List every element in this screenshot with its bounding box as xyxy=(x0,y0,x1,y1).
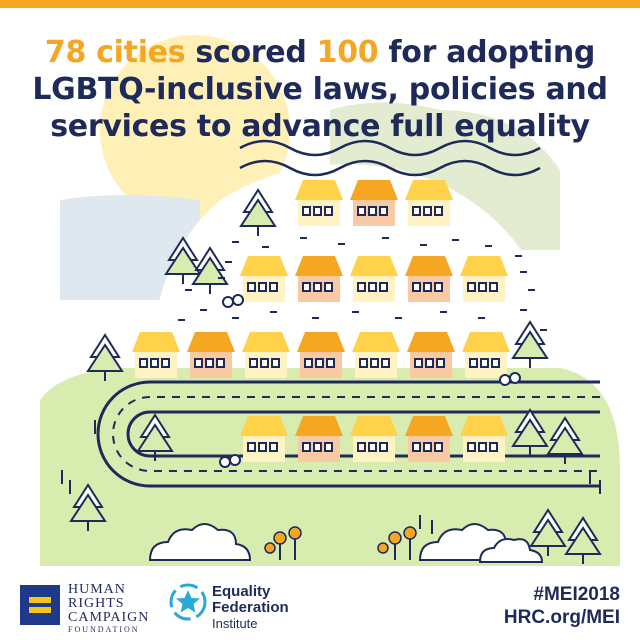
hrc-wordmark[interactable]: HUMAN RIGHTS CAMPAIGN FOUNDATION xyxy=(68,583,149,635)
house xyxy=(460,256,508,302)
hrc-line-1: HUMAN xyxy=(68,582,126,597)
efi-star-icon xyxy=(169,583,207,621)
efi-line-3: Institute xyxy=(212,616,258,631)
headline-part-2: for adopting xyxy=(378,35,596,70)
house xyxy=(350,180,398,226)
house xyxy=(295,180,343,226)
cloud-right-2 xyxy=(478,538,544,563)
headline-line-1: 78 cities scored 100 for adopting xyxy=(0,34,640,71)
house xyxy=(405,180,453,226)
tree xyxy=(239,188,277,236)
tree xyxy=(511,408,549,456)
equal-bar-bottom xyxy=(29,607,51,613)
equal-bar-top xyxy=(29,597,51,603)
tree xyxy=(564,516,602,564)
house xyxy=(295,416,343,462)
hrc-line-3: CAMPAIGN xyxy=(68,610,150,625)
headline-line-3: services to advance full equality xyxy=(50,109,590,144)
road-inner xyxy=(126,410,600,458)
ground-shape xyxy=(40,368,620,570)
house xyxy=(407,332,455,378)
headline-count: 78 cities xyxy=(44,35,186,70)
hashtag-link[interactable]: #MEI2018 xyxy=(533,584,620,605)
road xyxy=(96,380,600,488)
hrc-equal-sign-logo[interactable] xyxy=(20,585,60,625)
trees-group xyxy=(69,188,602,564)
tree xyxy=(86,333,124,381)
hrc-line-2: RIGHTS xyxy=(68,596,125,611)
house xyxy=(132,332,180,378)
headline-part-1: scored xyxy=(185,35,317,70)
wave-line-1 xyxy=(239,139,541,157)
house xyxy=(187,332,235,378)
sun-shape xyxy=(100,35,290,225)
house xyxy=(350,256,398,302)
house xyxy=(242,332,290,378)
efi-wordmark[interactable]: Equality Federation Institute xyxy=(212,584,289,632)
cloud-left xyxy=(148,523,252,561)
headline: 78 cities scored 100 for adopting LGBTQ-… xyxy=(0,34,640,145)
efi-line-2: Federation xyxy=(212,599,289,616)
tree xyxy=(136,413,174,461)
flowers-right xyxy=(377,526,417,560)
house xyxy=(405,256,453,302)
tree xyxy=(511,320,549,368)
wave-line-2 xyxy=(239,159,541,177)
top-accent-bar xyxy=(0,0,640,8)
headline-score: 100 xyxy=(316,35,379,70)
field-dashes-group xyxy=(61,237,601,534)
tree xyxy=(164,236,202,284)
tree xyxy=(529,508,567,556)
hrc-line-4: FOUNDATION xyxy=(68,625,140,634)
house xyxy=(240,416,288,462)
house xyxy=(350,416,398,462)
site-link[interactable]: HRC.org/MEI xyxy=(503,607,620,628)
houses-group xyxy=(132,180,510,462)
house xyxy=(297,332,345,378)
tree xyxy=(546,416,584,464)
house xyxy=(462,332,510,378)
footer xyxy=(0,566,640,640)
efi-line-1: Equality xyxy=(212,583,271,600)
flowers-left xyxy=(264,526,302,560)
house xyxy=(405,416,453,462)
tree xyxy=(69,483,107,531)
house xyxy=(240,256,288,302)
house xyxy=(295,256,343,302)
footer-links: #MEI2018 HRC.org/MEI xyxy=(504,583,620,629)
shrubs xyxy=(219,294,521,468)
house xyxy=(460,416,508,462)
house xyxy=(352,332,400,378)
headline-line-2: LGBTQ-inclusive laws, policies and xyxy=(32,72,608,107)
